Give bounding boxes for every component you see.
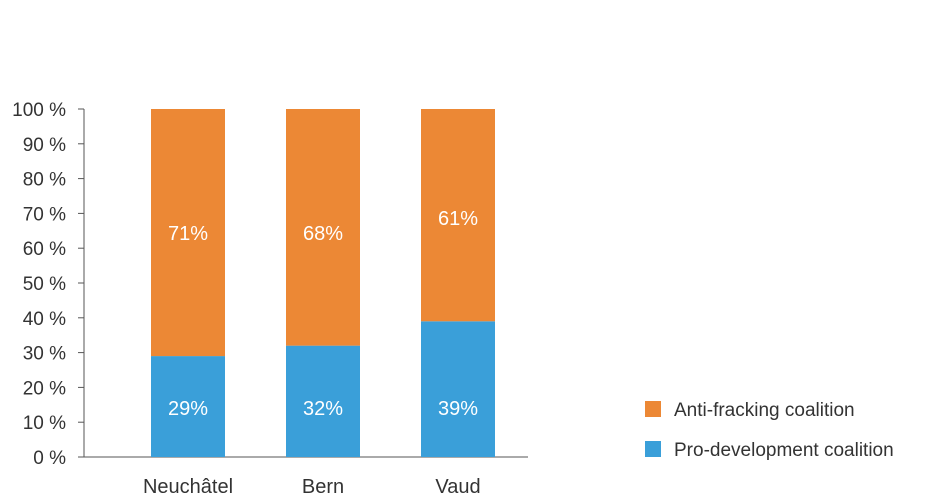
bars: 29% 71% 32% 68% 39% 61% [151,109,495,457]
legend-label-anti-fracking: Anti-fracking coalition [674,400,855,421]
y-tick-label: 0 % [33,448,66,469]
y-tick-label: 30 % [23,344,66,365]
x-axis-labels: Neuchâtel Bern Vaud [143,476,481,498]
bar-segment-pro-development [421,321,495,457]
bar-segment-anti-fracking [421,109,495,322]
legend-label-pro-development: Pro-development coalition [674,440,894,461]
y-tick-label: 70 % [23,204,66,225]
legend-swatch-anti-fracking [645,401,661,417]
y-tick-label: 60 % [23,239,66,260]
y-tick-label: 50 % [23,274,66,295]
y-tick-label: 20 % [23,378,66,399]
y-tick-label: 100 % [12,100,66,121]
data-label: 61% [438,208,478,230]
bar-segment-pro-development [151,356,225,457]
data-label: 71% [168,223,208,245]
bar-segment-pro-development [286,345,360,457]
y-tick-label: 10 % [23,413,66,434]
data-label: 39% [438,398,478,420]
data-label: 32% [303,398,343,420]
y-tick-label: 90 % [23,135,66,156]
bar-segment-anti-fracking [151,109,225,357]
x-category-label: Bern [302,476,344,498]
bar-segment-anti-fracking [286,109,360,346]
data-label: 68% [303,223,343,245]
legend-swatch-pro-development [645,441,661,457]
y-tick-label: 40 % [23,309,66,330]
data-label: 29% [168,398,208,420]
legend: Anti-fracking coalition Pro-development … [645,400,894,461]
y-tick-label: 80 % [23,170,66,191]
x-category-label: Neuchâtel [143,476,233,498]
x-category-label: Vaud [435,476,480,498]
